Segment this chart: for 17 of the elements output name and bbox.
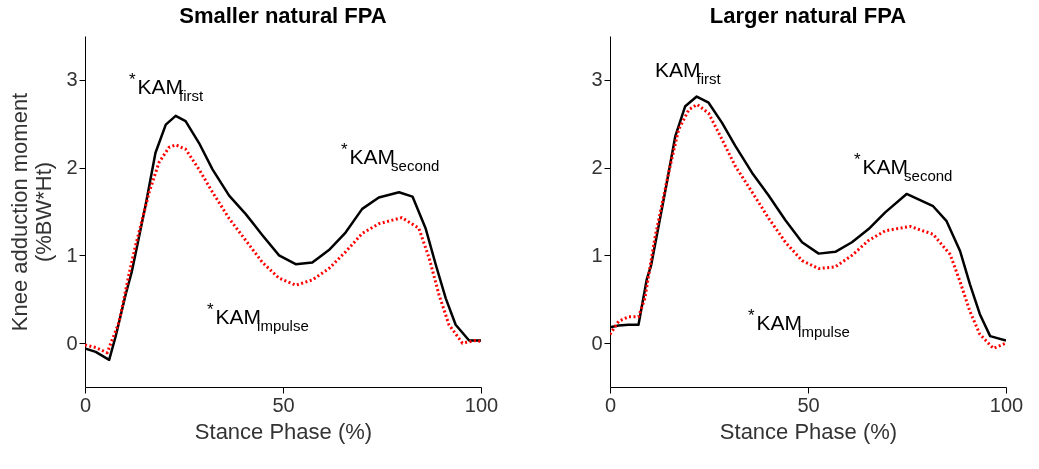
x-tick-label: 50	[272, 393, 295, 416]
x-axis-title: Stance Phase (%)	[719, 418, 898, 444]
x-tick-label: 100	[989, 393, 1024, 416]
y-tick-label: 3	[66, 68, 78, 91]
y-tick-label: 3	[591, 68, 603, 91]
x-tick-label: 50	[797, 393, 820, 416]
y-tick-label: 0	[66, 331, 78, 354]
chart-title: Smaller natural FPA	[179, 3, 387, 28]
y-axis-title: Knee adduction moment (%BW*Ht)	[7, 92, 57, 332]
y-tick-label: 2	[66, 156, 78, 179]
chart-title: Larger natural FPA	[709, 3, 907, 28]
x-tick-label: 100	[464, 393, 499, 416]
y-tick-label: 1	[66, 243, 78, 266]
y-tick-label: 0	[591, 331, 603, 354]
x-axis-title: Stance Phase (%)	[194, 418, 373, 444]
y-tick-label: 2	[591, 156, 603, 179]
y-tick-label: 1	[591, 243, 603, 266]
